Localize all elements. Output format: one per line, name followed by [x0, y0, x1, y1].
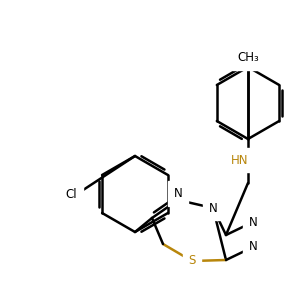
Text: HN: HN	[230, 154, 248, 167]
Text: N: N	[249, 215, 257, 228]
Text: N: N	[209, 201, 217, 215]
Text: N: N	[174, 187, 182, 200]
Text: CH₃: CH₃	[237, 51, 259, 64]
Text: S: S	[188, 255, 196, 268]
Text: Cl: Cl	[65, 188, 77, 201]
Text: N: N	[249, 241, 257, 254]
